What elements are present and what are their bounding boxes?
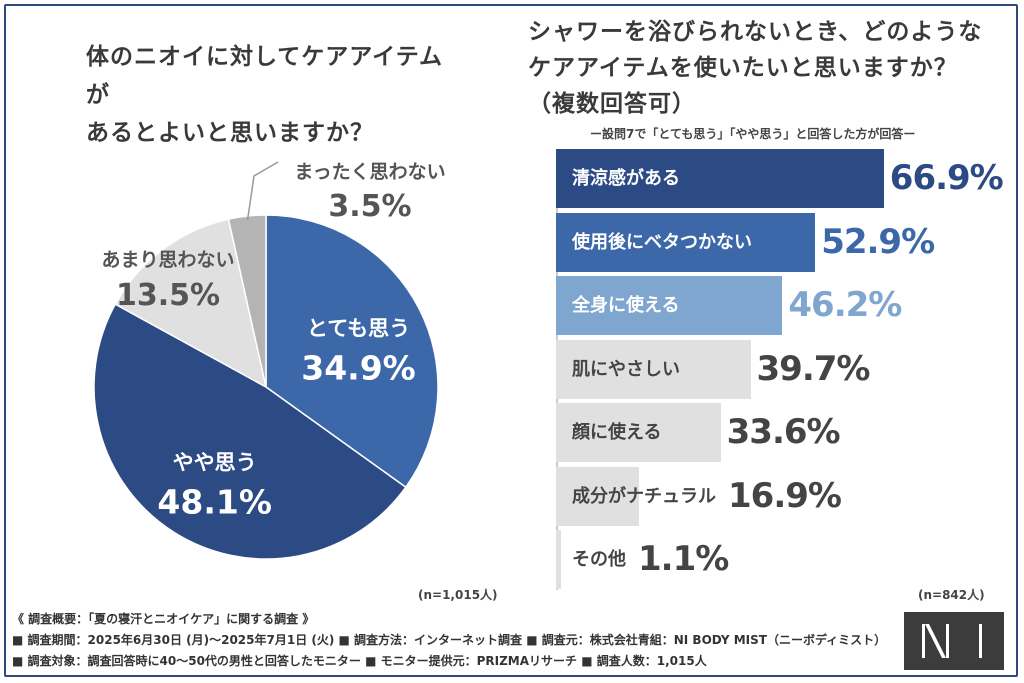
- pie-slice-somewhat: [93, 303, 407, 560]
- bar-value-7: 1.1%: [638, 539, 729, 579]
- bar-chart-subnote: ー設問7で「とても思う」「やや思う」と回答した方が回答ー: [590, 127, 916, 141]
- bar-value-5: 33.6%: [726, 412, 841, 452]
- bar-label-5: 顔に使える: [572, 422, 662, 443]
- bar-label-7: その他: [572, 549, 626, 570]
- bar-label-2: 使用後にベタつかない: [572, 231, 752, 253]
- pie-title-line-2: あるとよいと思いますか？: [86, 120, 374, 146]
- pie-label-very: とても思う: [307, 317, 410, 341]
- bar-3: [556, 276, 783, 335]
- bar-value-1: 66.9%: [889, 158, 1004, 198]
- pie-leader-line: [246, 161, 279, 221]
- bar-value-4: 39.7%: [756, 348, 871, 389]
- pie-chart-title: 体のニオイに対してケアアイテムが あるとよいと思いますか？: [86, 38, 466, 152]
- footer-line-2: ■ 調査期間：2025年6月30日 (月)～2025年7月1日 (火) ■ 調査…: [12, 633, 887, 647]
- bar-title-line-2: ケアアイテムを使いたいと思いますか？: [528, 55, 958, 81]
- bar-label-4: 肌にやさしい: [572, 358, 680, 380]
- survey-footer: 《 調査概要：「夏の寝汗とニオイケア」に関する調査 》 ■ 調査期間：2025年…: [12, 609, 892, 672]
- pie-chart: とても思う 34.9% やや思う 48.1% あまり思わない 13.5% まったく思わない 3…: [93, 161, 446, 560]
- bar-6: [556, 466, 639, 526]
- bar-n-note: (n=842人): [918, 588, 985, 602]
- pie-slice-not-much: [114, 218, 268, 389]
- pie-label-not-at-all: まったく思わない: [294, 161, 445, 183]
- pie-label-not-much: あまり思わない: [101, 249, 234, 271]
- bar-2: [556, 212, 816, 272]
- pie-slice-very: [265, 214, 439, 489]
- footer-line-1: 《 調査概要：「夏の寝汗とニオイケア」に関する調査 》: [12, 612, 315, 626]
- pie-value-very: 34.9%: [301, 349, 416, 388]
- bar-7: [556, 530, 562, 589]
- bar-label-1: 清涼感がある: [572, 168, 680, 189]
- outer-frame: [4, 4, 1018, 677]
- bar-value-2: 52.9%: [821, 221, 935, 262]
- pie-value-not-at-all: 3.5%: [328, 189, 411, 224]
- brand-logo: [904, 612, 1004, 670]
- bar-5: [556, 403, 721, 462]
- footer-line-3: ■ 調査対象：調査回答時に40～50代の男性と回答したモニター ■ モニター提供…: [12, 654, 707, 668]
- pie-slice-not-at-all: [227, 214, 267, 388]
- pie-label-somewhat: やや思う: [173, 451, 257, 475]
- pie-value-somewhat: 48.1%: [157, 483, 272, 522]
- bar-label-6: 成分がナチュラル: [572, 485, 716, 507]
- bar-title-line-3: （複数回答可）: [528, 91, 696, 117]
- bar-chart-title: シャワーを浴びられないとき、どのような ケアアイテムを使いたいと思いますか？ （…: [528, 14, 1008, 122]
- pie-title-line-1: 体のニオイに対してケアアイテムが: [86, 44, 444, 108]
- bar-4: [556, 339, 751, 399]
- bar-title-line-1: シャワーを浴びられないとき、どのような: [528, 19, 983, 45]
- bar-label-3: 全身に使える: [572, 295, 680, 316]
- ni-logo-icon: [922, 624, 982, 658]
- pie-value-not-much: 13.5%: [116, 278, 220, 313]
- bar-value-6: 16.9%: [728, 475, 842, 516]
- bar-1: [556, 149, 884, 208]
- bar-value-3: 46.2%: [788, 285, 902, 325]
- pie-n-note: (n=1,015人): [418, 588, 498, 602]
